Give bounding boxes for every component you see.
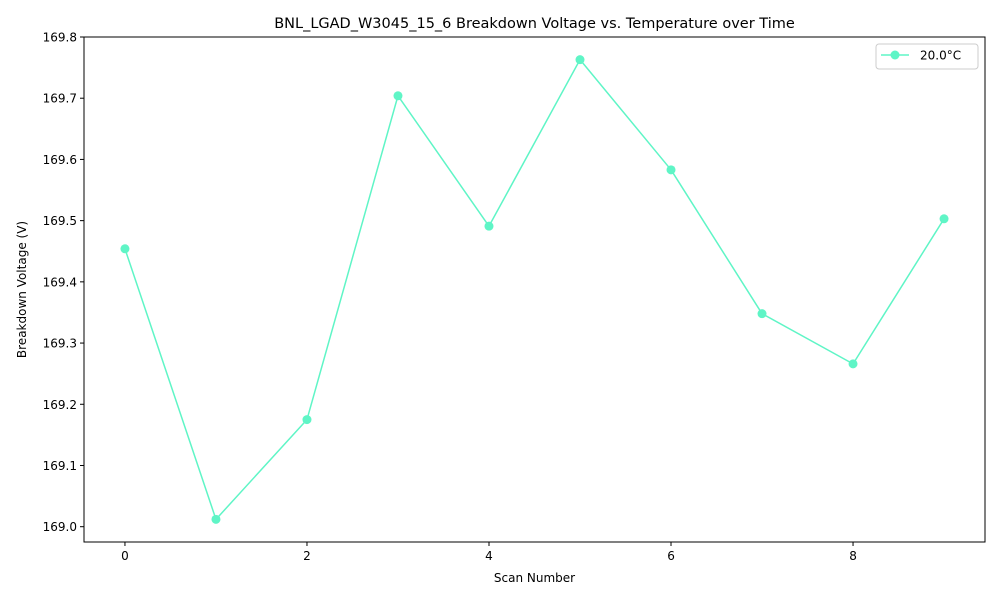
legend-marker	[890, 50, 900, 60]
y-tick-label: 169.1	[43, 459, 77, 473]
y-tick-label: 169.0	[43, 520, 77, 534]
y-tick-label: 169.8	[43, 31, 77, 45]
x-tick-label: 2	[303, 549, 311, 563]
data-point	[211, 514, 221, 524]
y-tick-label: 169.2	[43, 398, 77, 412]
y-tick-label: 169.3	[43, 337, 77, 351]
x-axis: 0 2 4 6 8	[121, 542, 857, 563]
y-tick-label: 169.6	[43, 153, 77, 167]
legend-label: 20.0°C	[920, 49, 961, 63]
y-axis-title: Breakdown Voltage (V)	[15, 221, 29, 358]
data-point	[484, 221, 494, 231]
plot-area	[83, 36, 986, 543]
data-point	[393, 91, 403, 101]
x-tick-label: 6	[667, 549, 675, 563]
chart-title: BNL_LGAD_W3045_15_6 Breakdown Voltage vs…	[274, 16, 795, 32]
data-point	[939, 214, 949, 224]
series-layer	[120, 55, 949, 524]
data-point	[666, 165, 676, 175]
y-axis: 169.0 169.1 169.2 169.3 169.4 169.5 169.6 169.7…	[43, 31, 84, 534]
data-point	[848, 359, 858, 369]
y-tick-label: 169.7	[43, 92, 77, 106]
series-line	[124, 58, 945, 521]
x-tick-label: 0	[121, 549, 129, 563]
legend-frame	[875, 43, 979, 70]
y-tick-label: 169.4	[43, 275, 77, 289]
plot-frame	[83, 36, 986, 543]
x-axis-title: Scan Number	[494, 571, 575, 585]
legend: 20.0°C	[875, 43, 979, 70]
data-point	[757, 309, 767, 319]
data-point	[302, 415, 312, 425]
y-tick-label: 169.5	[43, 214, 77, 228]
x-tick-label: 8	[849, 549, 857, 563]
x-tick-label: 4	[485, 549, 493, 563]
data-point	[575, 55, 585, 65]
data-point	[120, 244, 130, 254]
